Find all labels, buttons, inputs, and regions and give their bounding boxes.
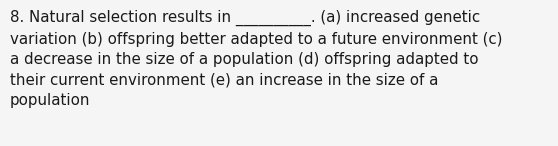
Text: 8. Natural selection results in __________. (a) increased genetic
variation (b) : 8. Natural selection results in ________…	[10, 10, 503, 108]
